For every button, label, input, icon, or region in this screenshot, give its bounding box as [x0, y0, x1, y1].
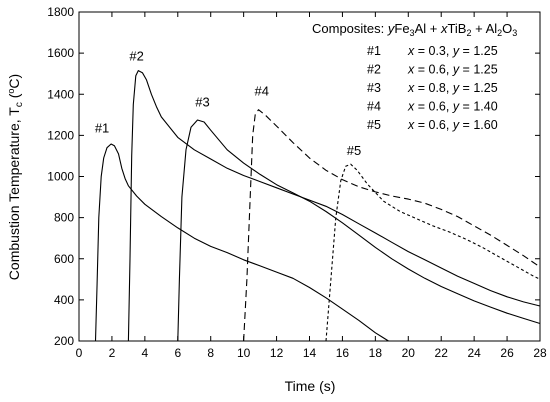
- legend-title-part: 2: [466, 28, 471, 38]
- x-tick-label: 22: [435, 346, 449, 360]
- legend-x-value: = 0.6,: [414, 118, 453, 132]
- curve-label-3: #3: [195, 95, 209, 110]
- y-tick-labels: 200 400 600 800 1000 1200 1400 1600 1800: [47, 5, 74, 348]
- legend-y-symbol: y: [452, 118, 460, 132]
- series-line-1: [94, 143, 389, 342]
- legend-y-symbol: y: [452, 44, 460, 58]
- legend-title-part: TiB: [447, 21, 466, 36]
- x-tick-label: 14: [303, 346, 317, 360]
- series-line-3: [177, 119, 541, 342]
- y-axis-title-close: C): [6, 74, 22, 89]
- legend-y-value: = 1.60: [459, 118, 498, 132]
- y-tick-label: 1600: [47, 46, 74, 60]
- x-tick-label: 28: [533, 346, 547, 360]
- legend-entry-id: #3: [367, 81, 381, 95]
- legend-title-part: 3: [410, 28, 415, 38]
- legend-x-symbol: x: [407, 63, 415, 77]
- x-tick-label: 18: [369, 346, 383, 360]
- legend-title-part: x: [440, 21, 448, 36]
- legend-x-value: = 0.8,: [414, 81, 453, 95]
- legend-entry-values: x = 0.6, y = 1.40: [407, 100, 498, 114]
- legend-entry-id: #5: [367, 118, 381, 132]
- x-tick-label: 12: [270, 346, 284, 360]
- legend-entry-id: #2: [367, 63, 381, 77]
- y-tick-label: 400: [54, 293, 74, 307]
- legend-title-part: + Al: [471, 21, 497, 36]
- x-axis-title: Time (s): [285, 378, 336, 394]
- legend-y-value: = 1.40: [459, 100, 498, 114]
- x-tick-labels: 0 2 4 6 8 10 12 14 16 18 20 22 24 26 28: [76, 346, 547, 360]
- series-line-4: [243, 109, 541, 342]
- y-tick-label: 200: [54, 334, 74, 348]
- legend-title-part: 2: [497, 28, 502, 38]
- legend-title-part: Al +: [415, 21, 441, 36]
- x-tick-label: 10: [237, 346, 251, 360]
- x-tick-label: 4: [142, 346, 149, 360]
- y-tick-label: 600: [54, 252, 74, 266]
- legend-y-symbol: y: [452, 63, 460, 77]
- legend-title-part: 3: [512, 28, 517, 38]
- legend-x-symbol: x: [407, 81, 415, 95]
- y-tick-label: 1200: [47, 128, 74, 142]
- legend-y-value: = 1.25: [459, 81, 498, 95]
- legend-entry-values: x = 0.6, y = 1.25: [407, 63, 498, 77]
- axis-ticks: [78, 11, 541, 342]
- legend-title-part: y: [387, 21, 396, 36]
- legend-title-part: Composites:: [312, 21, 388, 36]
- x-tick-label: 2: [109, 346, 116, 360]
- legend-entry-id: #1: [367, 44, 381, 58]
- legend-y-symbol: y: [452, 100, 460, 114]
- y-axis-title-main: Combustion Temperature, T: [6, 107, 22, 280]
- legend-title-part: Fe: [394, 21, 409, 36]
- x-tick-label: 0: [76, 346, 83, 360]
- y-tick-label: 1400: [47, 87, 74, 101]
- x-tick-label: 24: [467, 346, 481, 360]
- legend-y-value: = 1.25: [459, 63, 498, 77]
- plot-frame: [78, 11, 541, 342]
- legend-x-symbol: x: [407, 44, 415, 58]
- curve-label-1: #1: [95, 120, 109, 135]
- legend-x-symbol: x: [407, 118, 415, 132]
- curve-labels: #1 #2 #3 #4 #5: [95, 48, 361, 158]
- y-axis-title-degree: o: [6, 89, 16, 94]
- legend-y-value: = 1.25: [459, 44, 498, 58]
- legend-entry-values: x = 0.6, y = 1.60: [407, 118, 498, 132]
- x-tick-label: 26: [500, 346, 514, 360]
- legend-title: Composites: yFe3Al + xTiB2 + Al2O3: [312, 21, 517, 38]
- legend-entry-id: #4: [367, 100, 381, 114]
- legend-x-value: = 0.3,: [414, 44, 453, 58]
- legend: Composites: yFe3Al + xTiB2 + Al2O3#1 x = …: [312, 21, 517, 132]
- x-tick-label: 20: [402, 346, 416, 360]
- legend-entry-values: x = 0.3, y = 1.25: [407, 44, 498, 58]
- y-tick-label: 1000: [47, 170, 74, 184]
- legend-x-value: = 0.6,: [414, 63, 453, 77]
- legend-x-value: = 0.6,: [414, 100, 453, 114]
- legend-title-part: O: [502, 21, 512, 36]
- series-line-2: [127, 70, 541, 342]
- y-tick-label: 1800: [47, 5, 74, 19]
- y-axis-title: Combustion Temperature, Tc (oC): [6, 74, 25, 280]
- y-tick-label: 800: [54, 211, 74, 225]
- x-tick-label: 16: [336, 346, 350, 360]
- x-tick-label: 8: [207, 346, 214, 360]
- legend-x-symbol: x: [407, 100, 415, 114]
- series-line-5: [325, 163, 541, 342]
- curve-label-2: #2: [129, 48, 143, 63]
- x-tick-label: 6: [174, 346, 181, 360]
- y-axis-title-subscript: c: [14, 102, 25, 107]
- y-axis-title-open: (: [6, 93, 22, 102]
- series-lines: [94, 70, 541, 342]
- curve-label-5: #5: [347, 143, 361, 158]
- curve-label-4: #4: [255, 83, 269, 98]
- legend-y-symbol: y: [452, 81, 460, 95]
- legend-entry-values: x = 0.8, y = 1.25: [407, 81, 498, 95]
